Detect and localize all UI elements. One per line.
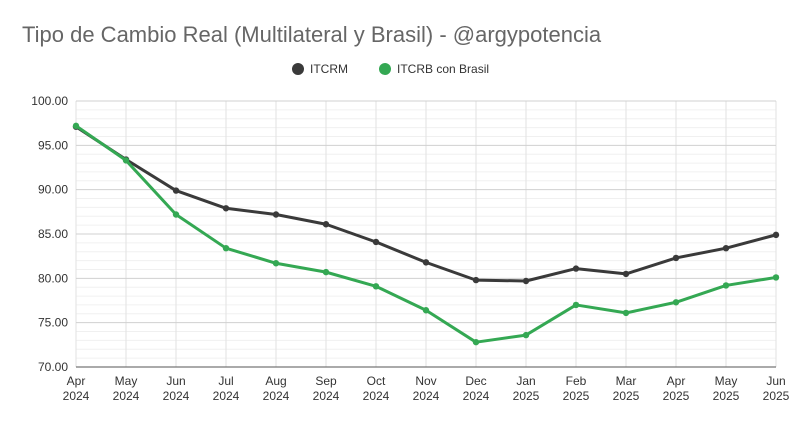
series-0-point[interactable] xyxy=(522,277,530,285)
x-tick-label: Aug 2024 xyxy=(263,374,290,403)
x-tick-label: Nov 2024 xyxy=(413,374,440,403)
x-tick-label: Feb 2025 xyxy=(563,374,590,403)
series-0-point[interactable] xyxy=(422,259,430,266)
series-1-point[interactable] xyxy=(622,309,630,317)
series-0-point[interactable] xyxy=(472,276,480,284)
y-tick-label: 75.00 xyxy=(38,316,68,330)
series-1-point[interactable] xyxy=(422,307,430,314)
x-tick-label: Mar 2025 xyxy=(613,374,640,403)
x-tick-label: Jun 2025 xyxy=(763,374,790,403)
x-tick-label: Sep 2024 xyxy=(313,374,340,403)
legend-label-itcrm: ITCRM xyxy=(310,62,348,76)
legend-marker-itcrb xyxy=(379,63,391,75)
x-tick-label: Oct 2024 xyxy=(363,374,390,403)
series-1-point[interactable] xyxy=(572,301,580,309)
series-1-point[interactable] xyxy=(672,299,680,306)
x-tick-label: Dec 2024 xyxy=(463,374,490,403)
x-tick-label: Jul 2024 xyxy=(213,374,240,403)
x-tick-label: Jun 2024 xyxy=(163,374,190,403)
series-0-point[interactable] xyxy=(572,265,580,272)
series-0-point[interactable] xyxy=(372,238,380,246)
series-0-point[interactable] xyxy=(672,254,680,262)
series-0-point[interactable] xyxy=(172,187,180,194)
x-tick-label: Apr 2025 xyxy=(663,374,690,403)
series-1-point[interactable] xyxy=(222,244,230,252)
y-tick-label: 70.00 xyxy=(38,360,68,374)
y-tick-label: 90.00 xyxy=(38,183,68,197)
y-tick-label: 80.00 xyxy=(38,271,68,285)
series-0-point[interactable] xyxy=(222,205,230,212)
legend-item-itcrm[interactable]: ITCRM xyxy=(292,62,348,76)
legend-item-itcrb[interactable]: ITCRB con Brasil xyxy=(379,62,489,76)
series-0-point[interactable] xyxy=(622,270,630,278)
series-0-point[interactable] xyxy=(772,231,780,239)
legend-label-itcrb: ITCRB con Brasil xyxy=(397,62,490,76)
y-tick-label: 85.00 xyxy=(38,227,68,241)
series-1-point[interactable] xyxy=(122,157,130,164)
series-1-point[interactable] xyxy=(772,274,780,281)
chart-title: Tipo de Cambio Real (Multilateral y Bras… xyxy=(22,22,602,47)
series-0-point[interactable] xyxy=(272,211,280,218)
series-0-point[interactable] xyxy=(722,244,730,252)
series-1-point[interactable] xyxy=(472,338,480,346)
legend-marker-itcrm xyxy=(292,63,304,75)
x-tick-label: May 2024 xyxy=(113,374,140,403)
series-1-point[interactable] xyxy=(172,211,180,218)
series-1-point[interactable] xyxy=(272,260,280,267)
chart-legend: ITCRM ITCRB con Brasil xyxy=(0,62,800,80)
x-tick-label: May 2025 xyxy=(713,374,740,403)
x-tick-label: Jan 2025 xyxy=(513,374,540,403)
x-tick-label: Apr 2024 xyxy=(63,374,90,403)
series-0-point[interactable] xyxy=(322,221,330,228)
series-1-point[interactable] xyxy=(372,283,380,290)
series-1-point[interactable] xyxy=(72,122,80,130)
series-1-point[interactable] xyxy=(522,331,530,339)
series-1-point[interactable] xyxy=(722,282,730,289)
y-tick-label: 100.00 xyxy=(31,94,68,108)
y-tick-label: 95.00 xyxy=(38,138,68,152)
series-1-point[interactable] xyxy=(322,268,330,276)
